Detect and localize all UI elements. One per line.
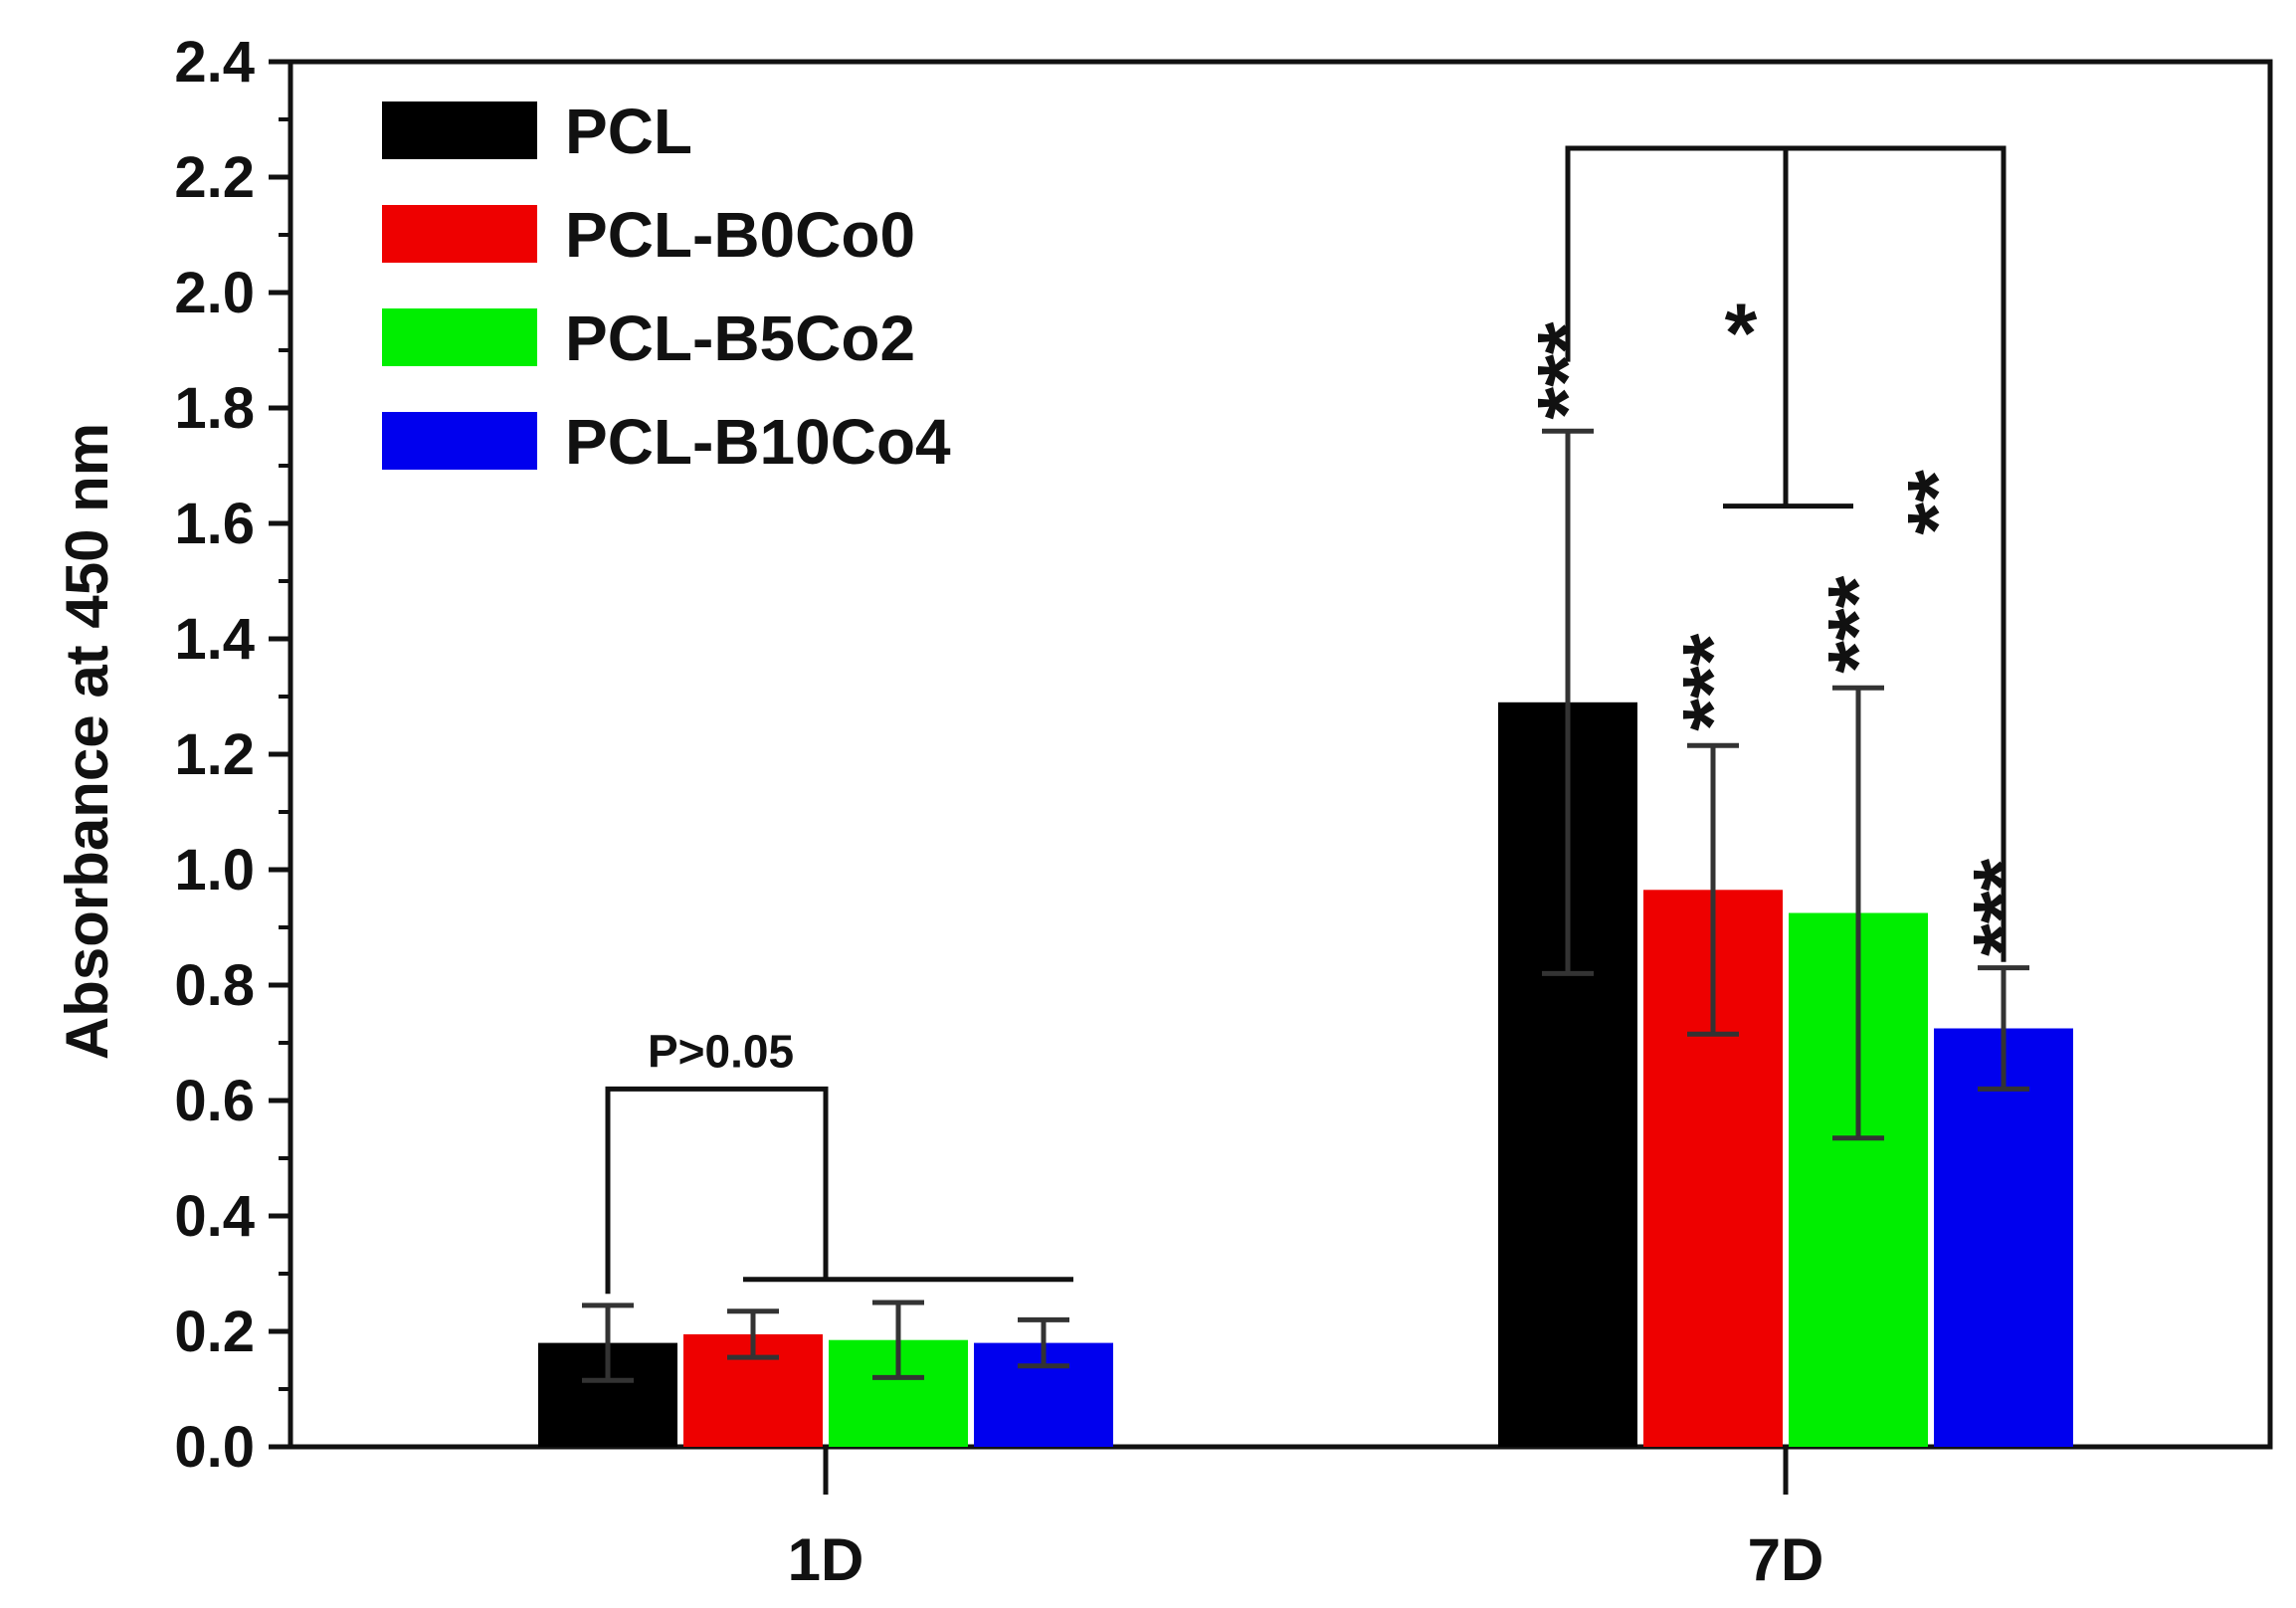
- error-bars-layer: [582, 428, 2029, 1383]
- annotation-stars-b5co2: ***: [1811, 575, 1904, 673]
- annotation-star-single: *: [1725, 287, 1758, 380]
- annotation-stars-b0co0: ***: [1665, 633, 1759, 730]
- y-tick-label: 0.0: [174, 1415, 255, 1480]
- y-axis-label: Absorbance at 450 nm: [54, 423, 120, 1060]
- y-tick-label: 0.8: [174, 953, 255, 1018]
- y-tick-label: 1.4: [174, 607, 255, 672]
- legend-label-pcl-b10co4: PCL-B10Co4: [565, 406, 951, 478]
- significance-brackets: P>0.05***************: [605, 145, 2049, 1295]
- annotation-p-value: P>0.05: [648, 1025, 794, 1077]
- y-tick-label: 1.2: [174, 722, 255, 787]
- legend-label-pcl: PCL: [565, 96, 692, 167]
- x-category-label: 7D: [1748, 1526, 1824, 1593]
- annotation-stars-pcl: ***: [1520, 321, 1614, 419]
- legend-swatch-pcl-b10co4: [382, 412, 537, 470]
- y-tick-label: 0.6: [174, 1069, 255, 1133]
- y-tick-label: 2.0: [174, 261, 255, 325]
- y-tick-label: 2.4: [174, 30, 255, 95]
- y-tick-label: 0.2: [174, 1300, 255, 1364]
- y-tick-label: 2.2: [174, 145, 255, 210]
- axes-layer: 0.0 0.2 0.4 0.6 0.8 1.0 1.2 1.4 1.6 1.8 2.0 2.2 2.4 1…: [174, 30, 1823, 1593]
- y-tick-label: 1.6: [174, 492, 255, 556]
- legend: PCL PCL-B0Co0 PCL-B5Co2 PCL-B10Co4: [382, 96, 951, 478]
- y-tick-label: 1.0: [174, 838, 255, 903]
- legend-swatch-pcl-b0co0: [382, 205, 537, 263]
- bracket-1d: [605, 1086, 829, 1295]
- y-tick-label: 0.4: [174, 1184, 255, 1249]
- y-tick-label: 1.8: [174, 376, 255, 441]
- annotation-stars-double: **: [1890, 470, 1984, 535]
- bar-pcl-b10co4-7d: [1934, 1028, 2073, 1447]
- legend-swatch-pcl-b5co2: [382, 308, 537, 366]
- annotation-stars-b10co4: ***: [1956, 859, 2049, 956]
- legend-label-pcl-b0co0: PCL-B0Co0: [565, 199, 915, 271]
- legend-label-pcl-b5co2: PCL-B5Co2: [565, 302, 915, 374]
- x-category-label: 1D: [788, 1526, 864, 1593]
- legend-swatch-pcl: [382, 101, 537, 159]
